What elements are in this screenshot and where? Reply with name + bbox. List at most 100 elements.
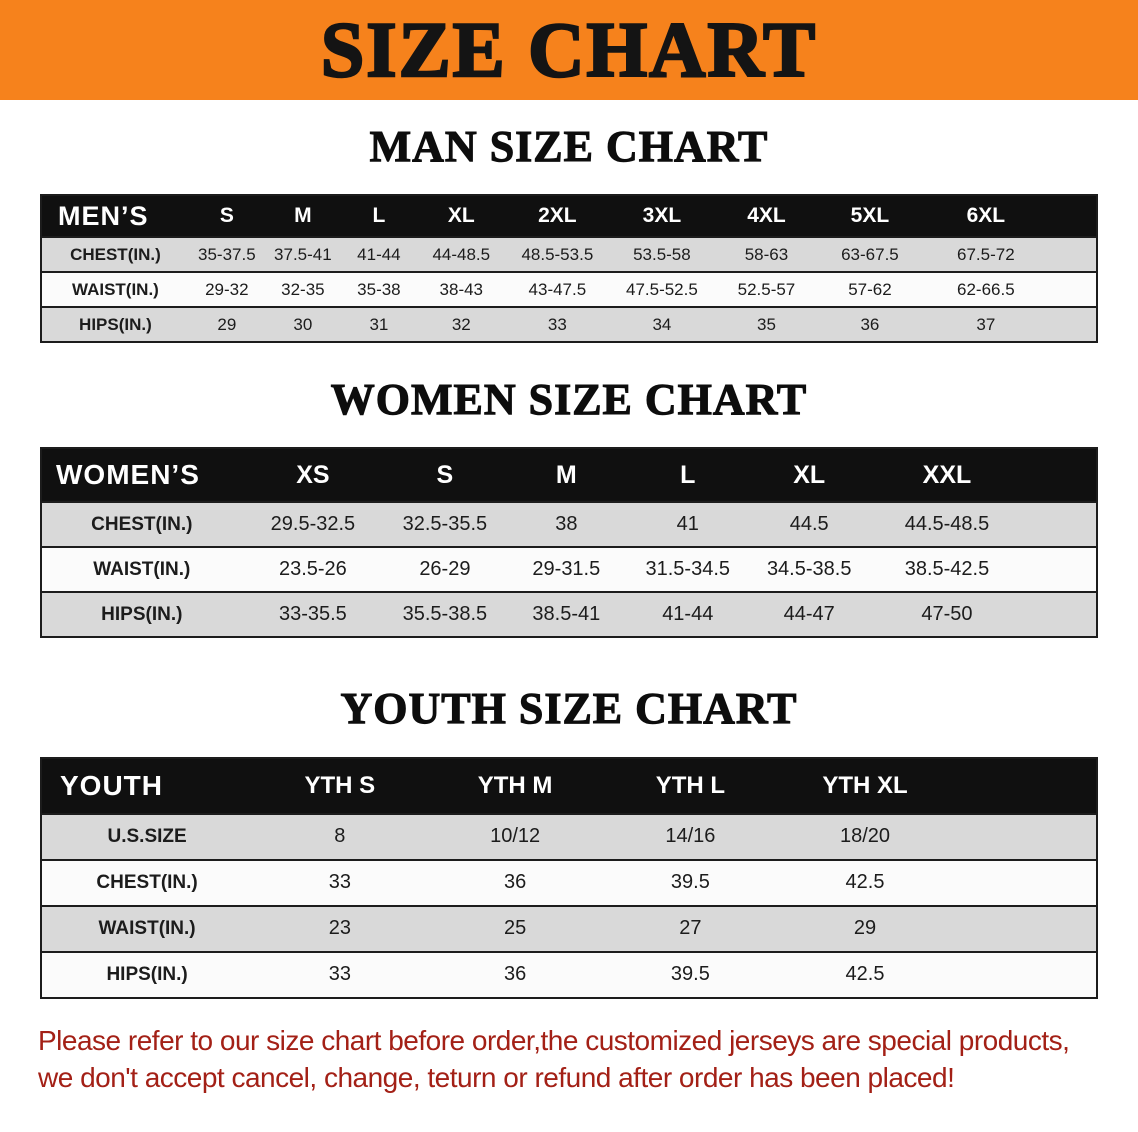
size-value: 23.5-26 bbox=[241, 547, 385, 594]
size-value: 33 bbox=[252, 951, 428, 999]
size-value: 48.5-53.5 bbox=[505, 237, 610, 274]
youth-column-header: YTH XL bbox=[778, 757, 1097, 815]
size-value: 62-66.5 bbox=[921, 272, 1097, 309]
row-label: HIPS(IN.) bbox=[41, 951, 253, 999]
size-value: 44-47 bbox=[748, 592, 870, 639]
table-row: CHEST(IN.) 29.5-32.5 32.5-35.5 38 41 44.5 44.5… bbox=[41, 502, 1097, 549]
size-value: 47.5-52.5 bbox=[609, 272, 715, 309]
size-value: 14/16 bbox=[602, 813, 779, 861]
men-column-header: M bbox=[264, 195, 341, 239]
size-value: 29-32 bbox=[188, 272, 265, 309]
women-table-title: WOMEN’S bbox=[41, 448, 242, 504]
table-row: WAIST(IN.) 23.5-26 26-29 29-31.5 31.5-34.5 34… bbox=[41, 547, 1097, 594]
size-value: 42.5 bbox=[778, 951, 1097, 999]
row-label: WAIST(IN.) bbox=[41, 905, 253, 953]
size-value: 18/20 bbox=[778, 813, 1097, 861]
size-value: 30 bbox=[264, 307, 341, 344]
size-value: 35 bbox=[714, 307, 819, 344]
size-value: 32 bbox=[416, 307, 506, 344]
men-heading: MAN SIZE CHART bbox=[369, 122, 769, 171]
size-value: 38.5-42.5 bbox=[869, 547, 1097, 594]
size-value: 37 bbox=[921, 307, 1097, 344]
size-value: 58-63 bbox=[714, 237, 819, 274]
size-value: 29 bbox=[188, 307, 265, 344]
size-value: 43-47.5 bbox=[505, 272, 610, 309]
women-column-header: XS bbox=[241, 448, 385, 504]
men-column-header: 6XL bbox=[921, 195, 1097, 239]
youth-column-header: YTH M bbox=[427, 757, 603, 815]
table-row: WAIST(IN.) 29-32 32-35 35-38 38-43 43-47.5 47.… bbox=[41, 272, 1097, 309]
row-label: HIPS(IN.) bbox=[41, 592, 242, 639]
youth-column-header: YTH L bbox=[602, 757, 779, 815]
table-row: WAIST(IN.) 23 25 27 29 bbox=[41, 905, 1097, 953]
size-value: 34.5-38.5 bbox=[748, 547, 870, 594]
women-column-header: S bbox=[384, 448, 506, 504]
size-value: 44.5-48.5 bbox=[869, 502, 1097, 549]
women-header-row: WOMEN’S XS S M L XL XXL bbox=[41, 448, 1097, 504]
row-label: WAIST(IN.) bbox=[41, 272, 189, 309]
size-value: 37.5-41 bbox=[264, 237, 341, 274]
size-value: 33 bbox=[505, 307, 610, 344]
size-value: 35-38 bbox=[340, 272, 417, 309]
size-value: 47-50 bbox=[869, 592, 1097, 639]
size-value: 38 bbox=[505, 502, 628, 549]
charts-container: MAN SIZE CHART MEN’S S M L XL 2XL 3XL 4XL 5XL 6XL C… bbox=[0, 122, 1138, 999]
size-value: 31.5-34.5 bbox=[627, 547, 749, 594]
size-value: 67.5-72 bbox=[921, 237, 1097, 274]
youth-heading: YOUTH SIZE CHART bbox=[340, 684, 798, 734]
disclaimer: Please refer to our size chart before or… bbox=[38, 1023, 1138, 1097]
table-row: HIPS(IN.) 33 36 39.5 42.5 bbox=[41, 951, 1097, 999]
row-label: CHEST(IN.) bbox=[41, 237, 189, 274]
table-row: HIPS(IN.) 33-35.5 35.5-38.5 38.5-41 41-44 44-… bbox=[41, 592, 1097, 639]
size-value: 35.5-38.5 bbox=[384, 592, 506, 639]
size-value: 8 bbox=[252, 813, 428, 861]
table-row: CHEST(IN.) 35-37.5 37.5-41 41-44 44-48.5 48.5… bbox=[41, 237, 1097, 274]
table-row: CHEST(IN.) 33 36 39.5 42.5 bbox=[41, 859, 1097, 907]
size-value: 38.5-41 bbox=[505, 592, 628, 639]
row-label: U.S.SIZE bbox=[41, 813, 253, 861]
row-label: CHEST(IN.) bbox=[41, 859, 253, 907]
youth-size-table: YOUTH YTH S YTH M YTH L YTH XL U.S.SIZE 8 10/12… bbox=[40, 756, 1098, 999]
size-chart-page: SIZE CHART MAN SIZE CHART MEN’S S M L XL 2XL 3X… bbox=[0, 0, 1138, 1097]
size-value: 36 bbox=[427, 859, 603, 907]
size-value: 23 bbox=[252, 905, 428, 953]
row-label: CHEST(IN.) bbox=[41, 502, 242, 549]
size-value: 36 bbox=[818, 307, 922, 344]
size-value: 41 bbox=[627, 502, 749, 549]
row-label: WAIST(IN.) bbox=[41, 547, 242, 594]
page-title: SIZE CHART bbox=[320, 6, 818, 93]
table-row: HIPS(IN.) 29 30 31 32 33 34 35 36 37 bbox=[41, 307, 1097, 344]
size-value: 39.5 bbox=[602, 951, 779, 999]
size-value: 36 bbox=[427, 951, 603, 999]
size-value: 57-62 bbox=[818, 272, 922, 309]
size-value: 34 bbox=[609, 307, 715, 344]
women-column-header: XXL bbox=[869, 448, 1097, 504]
size-value: 53.5-58 bbox=[609, 237, 715, 274]
disclaimer-line-2: we don't accept cancel, change, teturn o… bbox=[38, 1061, 955, 1093]
size-value: 32-35 bbox=[264, 272, 341, 309]
size-value: 63-67.5 bbox=[818, 237, 922, 274]
size-value: 33-35.5 bbox=[241, 592, 385, 639]
men-column-header: 3XL bbox=[609, 195, 715, 239]
men-column-header: 4XL bbox=[714, 195, 819, 239]
table-row: U.S.SIZE 8 10/12 14/16 18/20 bbox=[41, 813, 1097, 861]
size-value: 52.5-57 bbox=[714, 272, 819, 309]
size-value: 31 bbox=[340, 307, 417, 344]
size-value: 29 bbox=[778, 905, 1097, 953]
size-value: 29.5-32.5 bbox=[241, 502, 385, 549]
size-value: 32.5-35.5 bbox=[384, 502, 506, 549]
men-column-header: L bbox=[340, 195, 417, 239]
size-value: 25 bbox=[427, 905, 603, 953]
size-value: 10/12 bbox=[427, 813, 603, 861]
men-column-header: XL bbox=[416, 195, 506, 239]
youth-table-title: YOUTH bbox=[41, 757, 253, 815]
size-value: 29-31.5 bbox=[505, 547, 628, 594]
men-section: MAN SIZE CHART MEN’S S M L XL 2XL 3XL 4XL 5XL 6XL C… bbox=[0, 122, 1138, 344]
youth-header-row: YOUTH YTH S YTH M YTH L YTH XL bbox=[41, 757, 1097, 815]
men-column-header: 5XL bbox=[818, 195, 922, 239]
women-heading: WOMEN SIZE CHART bbox=[330, 375, 808, 425]
size-value: 33 bbox=[252, 859, 428, 907]
size-value: 35-37.5 bbox=[188, 237, 265, 274]
men-column-header: S bbox=[188, 195, 265, 239]
women-column-header: XL bbox=[748, 448, 870, 504]
